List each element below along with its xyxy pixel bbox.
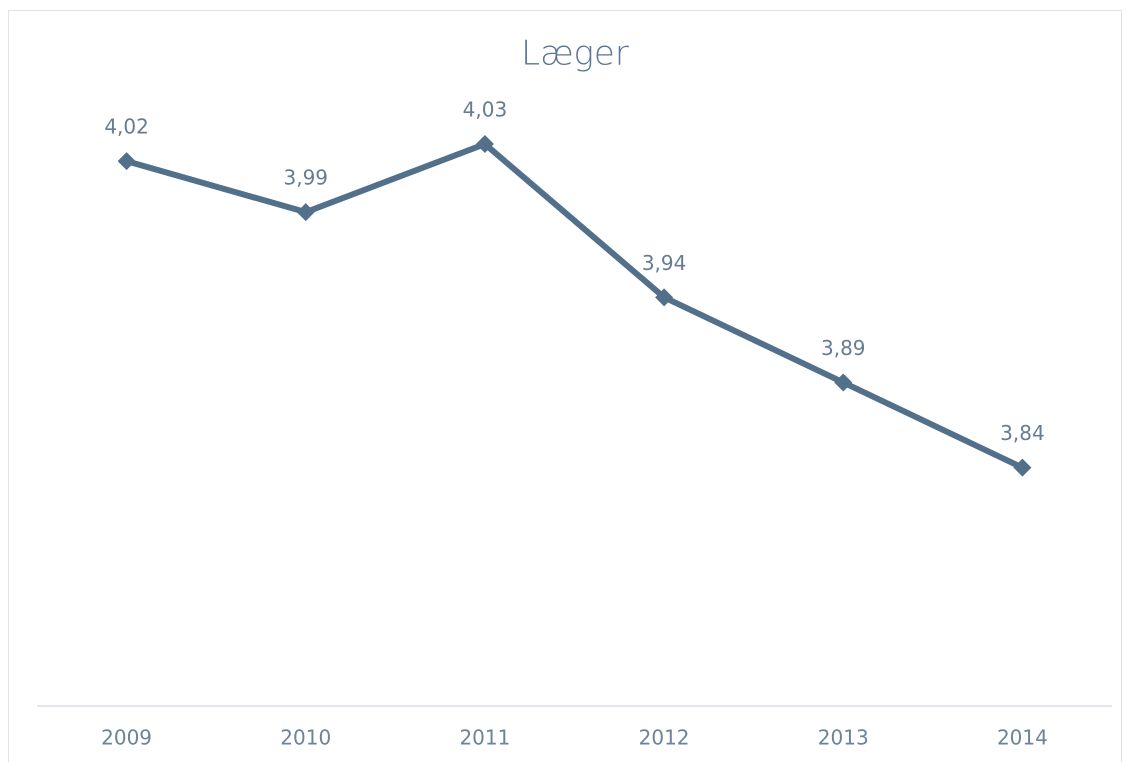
chart-title: Læger [521, 34, 629, 74]
series-line [125, 141, 1024, 471]
point-marker [117, 152, 136, 171]
data-label: 3,94 [642, 251, 687, 275]
data-label: 3,99 [283, 166, 328, 190]
data-label: 4,03 [463, 98, 508, 122]
x-tick-label: 2009 [101, 726, 152, 750]
data-label: 4,02 [104, 115, 149, 139]
x-tick-label: 2012 [639, 726, 690, 750]
point-marker [475, 135, 494, 154]
x-tick-label: 2014 [997, 726, 1048, 750]
point-marker [1013, 458, 1032, 477]
x-tick-label: 2011 [459, 726, 510, 750]
point-marker [296, 203, 315, 222]
x-tick-label: 2013 [818, 726, 869, 750]
data-label: 3,89 [821, 336, 866, 360]
data-label: 3,84 [1000, 421, 1045, 445]
chart-frame [8, 10, 1122, 762]
point-marker [834, 373, 853, 392]
x-tick-label: 2010 [280, 726, 331, 750]
point-marker [655, 288, 674, 307]
